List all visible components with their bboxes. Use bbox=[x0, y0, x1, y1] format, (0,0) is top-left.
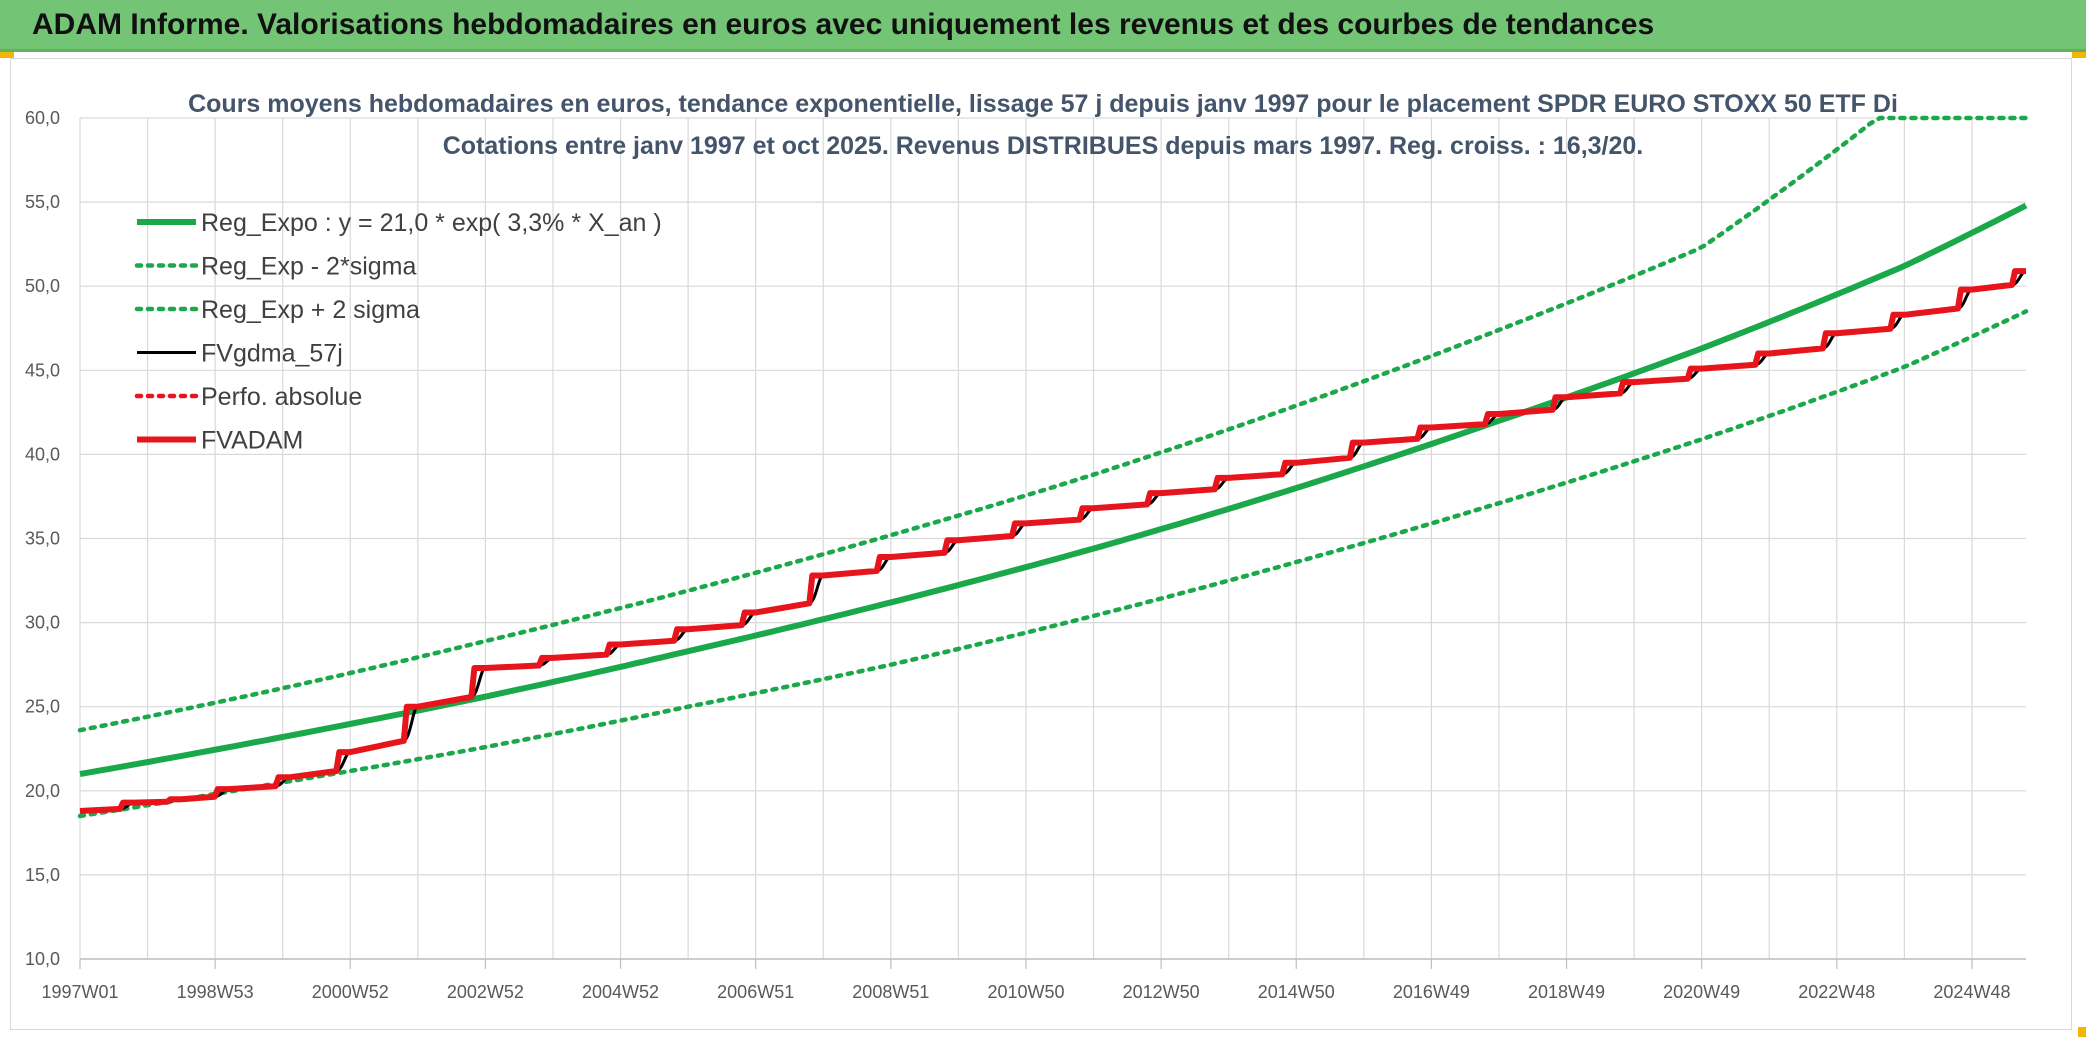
y-tick-label: 10,0 bbox=[25, 949, 60, 969]
series bbox=[77, 115, 2029, 819]
legend-label: FVADAM bbox=[201, 427, 303, 455]
x-tick-label: 2016W49 bbox=[1393, 982, 1470, 1002]
y-tick-label: 45,0 bbox=[25, 360, 60, 380]
y-tick-label: 50,0 bbox=[25, 276, 60, 296]
legend-label: FVgdma_57j bbox=[201, 340, 343, 368]
x-tick-label: 2020W49 bbox=[1663, 982, 1740, 1002]
x-tick-label: 2002W52 bbox=[447, 982, 524, 1002]
y-tick-label: 60,0 bbox=[25, 108, 60, 128]
x-tick-label: 2012W50 bbox=[1123, 982, 1200, 1002]
series-line-2 bbox=[77, 115, 2029, 733]
x-tick-label: 2008W51 bbox=[852, 982, 929, 1002]
chart-frame bbox=[10, 58, 2072, 1030]
corner-accent-bottom-right bbox=[2078, 1027, 2086, 1037]
chart-title: Cours moyens hebdomadaires en euros, ten… bbox=[188, 90, 1898, 118]
x-tick-label: 2006W51 bbox=[717, 982, 794, 1002]
corner-accent-left bbox=[0, 52, 14, 58]
legend-label: Perfo. absolue bbox=[201, 383, 362, 411]
x-tick-label: 2014W50 bbox=[1258, 982, 1335, 1002]
x-tick-label: 2018W49 bbox=[1528, 982, 1605, 1002]
y-tick-label: 30,0 bbox=[25, 613, 60, 633]
series-line-5 bbox=[79, 268, 2026, 814]
chart-subtitle: Cotations entre janv 1997 et oct 2025. R… bbox=[443, 132, 1644, 160]
y-tick-label: 35,0 bbox=[25, 529, 60, 549]
y-tick-label: 55,0 bbox=[25, 192, 60, 212]
y-tick-label: 40,0 bbox=[25, 444, 60, 464]
corner-accent-right bbox=[2072, 52, 2086, 58]
legend: Reg_Expo : y = 21,0 * exp( 3,3% * X_an )… bbox=[134, 209, 662, 455]
grid bbox=[79, 117, 2026, 960]
legend-label: Reg_Expo : y = 21,0 * exp( 3,3% * X_an ) bbox=[201, 209, 662, 237]
axes: 10,0 15,0 20,0 25,0 30,0 35,0 40,0 45,0 50,0 55,0… bbox=[25, 108, 2026, 1002]
x-tick-label: 2000W52 bbox=[312, 982, 389, 1002]
series-line-3 bbox=[79, 269, 2027, 813]
x-tick-label: 1998W53 bbox=[177, 982, 254, 1002]
x-tick-label: 1997W01 bbox=[41, 982, 118, 1002]
header-banner: ADAM Informe. Valorisations hebdomadaire… bbox=[0, 0, 2086, 52]
x-tick-label: 2010W50 bbox=[987, 982, 1064, 1002]
x-tick-label: 2024W48 bbox=[1933, 982, 2010, 1002]
y-tick-label: 25,0 bbox=[25, 697, 60, 717]
y-tick-label: 20,0 bbox=[25, 781, 60, 801]
legend-label: Reg_Exp - 2*sigma bbox=[201, 253, 416, 281]
series-line-0 bbox=[79, 202, 2028, 777]
series-line-1 bbox=[77, 309, 2029, 819]
y-tick-label: 15,0 bbox=[25, 865, 60, 885]
x-tick-label: 2004W52 bbox=[582, 982, 659, 1002]
legend-label: Reg_Exp + 2 sigma bbox=[201, 296, 420, 324]
page-title: ADAM Informe. Valorisations hebdomadaire… bbox=[32, 8, 1655, 41]
x-tick-label: 2022W48 bbox=[1798, 982, 1875, 1002]
